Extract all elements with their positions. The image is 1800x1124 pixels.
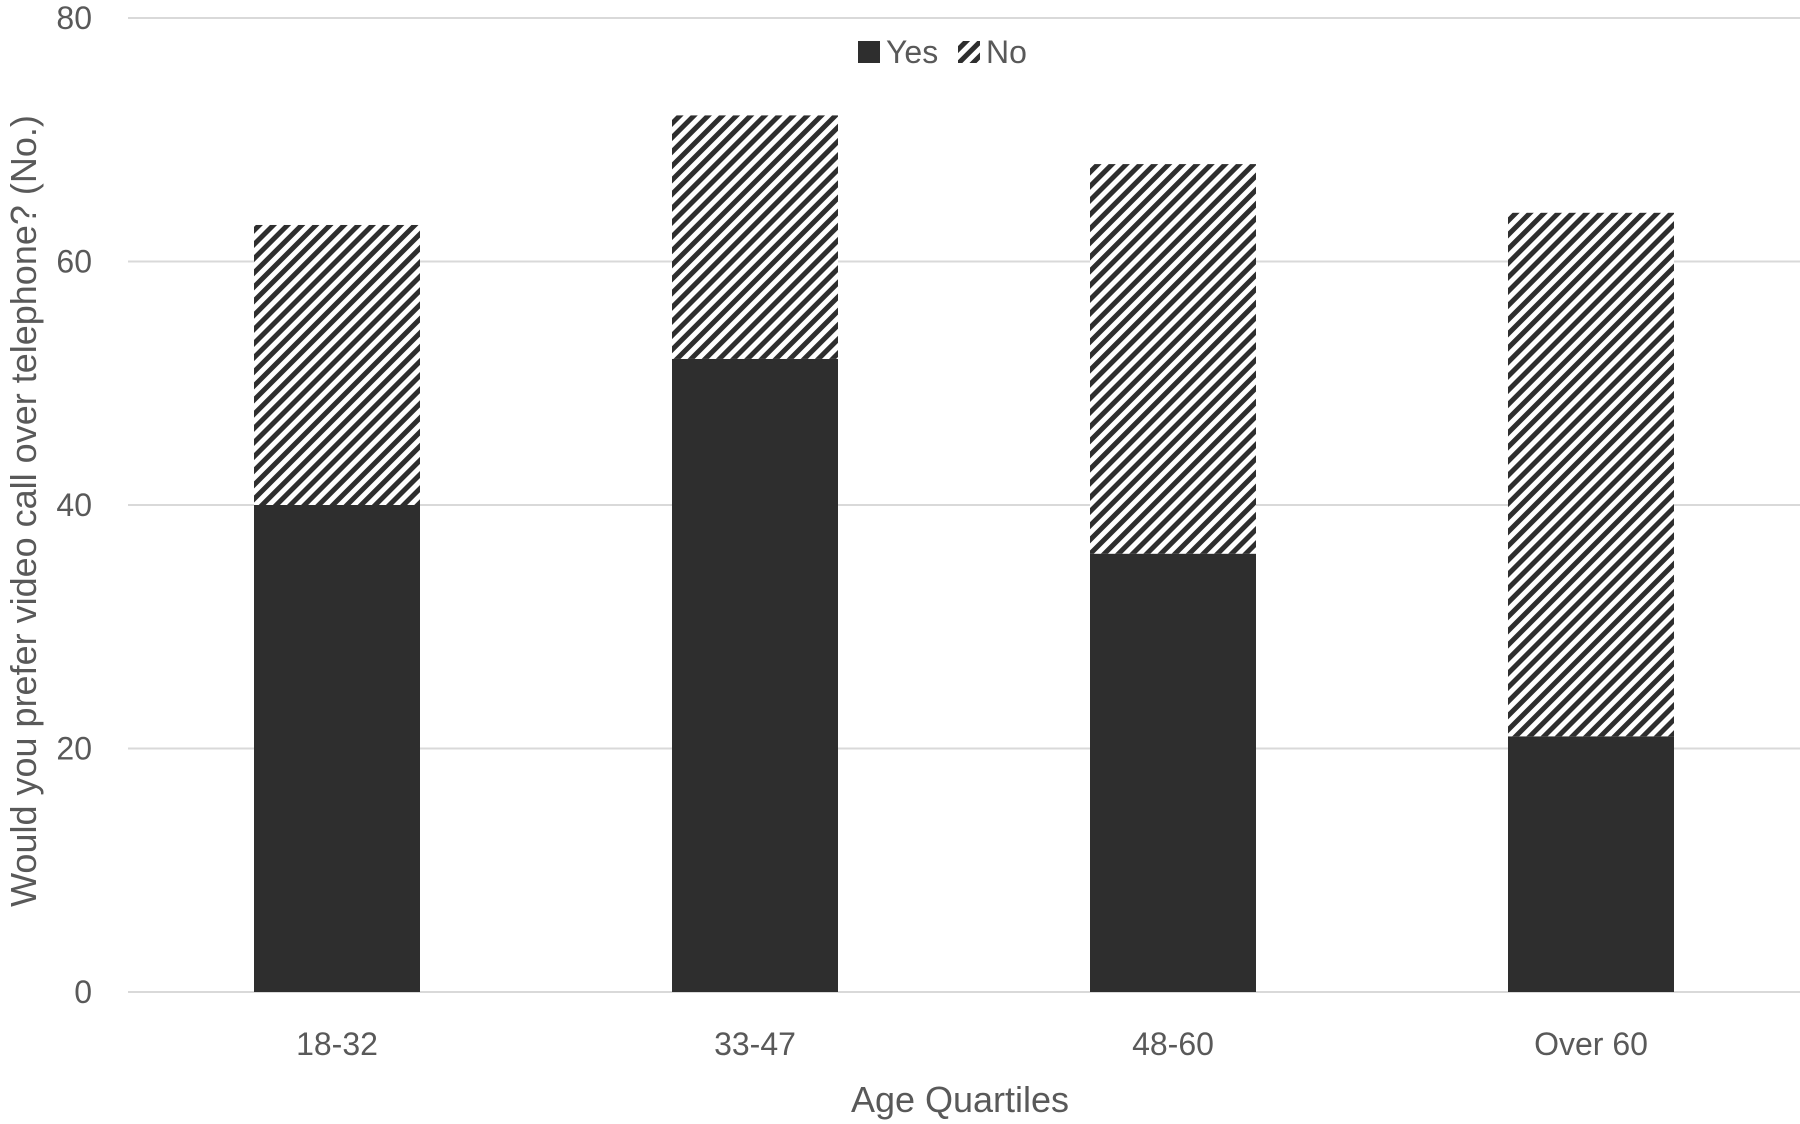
bar-no-48-60 bbox=[1090, 164, 1256, 554]
y-tick-label: 80 bbox=[56, 0, 92, 36]
bar-no-over-60 bbox=[1508, 212, 1674, 737]
x-axis-title: Age Quartiles bbox=[851, 1079, 1069, 1120]
x-tick-label: 18-32 bbox=[296, 1026, 378, 1062]
legend-label-yes: Yes bbox=[886, 34, 938, 70]
bar-yes-18-32 bbox=[254, 505, 420, 992]
bars bbox=[254, 115, 1674, 992]
y-axis-title: Would you prefer video call over telepho… bbox=[3, 115, 44, 907]
x-tick-label: Over 60 bbox=[1534, 1026, 1648, 1062]
legend-swatch-yes bbox=[858, 41, 880, 63]
y-tick-label: 0 bbox=[74, 974, 92, 1010]
bar-no-33-47 bbox=[672, 115, 838, 359]
legend: Yes No bbox=[858, 34, 1027, 70]
bar-no-18-32 bbox=[254, 224, 420, 505]
legend-label-no: No bbox=[986, 34, 1027, 70]
bar-yes-48-60 bbox=[1090, 553, 1256, 992]
x-tick-label: 48-60 bbox=[1132, 1026, 1214, 1062]
legend-swatch-no bbox=[958, 41, 980, 63]
y-axis-ticks: 0 20 40 60 80 bbox=[56, 0, 92, 1010]
bar-yes-33-47 bbox=[672, 358, 838, 992]
y-tick-label: 40 bbox=[56, 487, 92, 523]
y-tick-label: 20 bbox=[56, 731, 92, 767]
x-tick-label: 33-47 bbox=[714, 1026, 796, 1062]
x-axis-ticks: 18-32 33-47 48-60 Over 60 bbox=[296, 1026, 1648, 1062]
y-tick-label: 60 bbox=[56, 244, 92, 280]
bar-yes-over-60 bbox=[1508, 736, 1674, 992]
